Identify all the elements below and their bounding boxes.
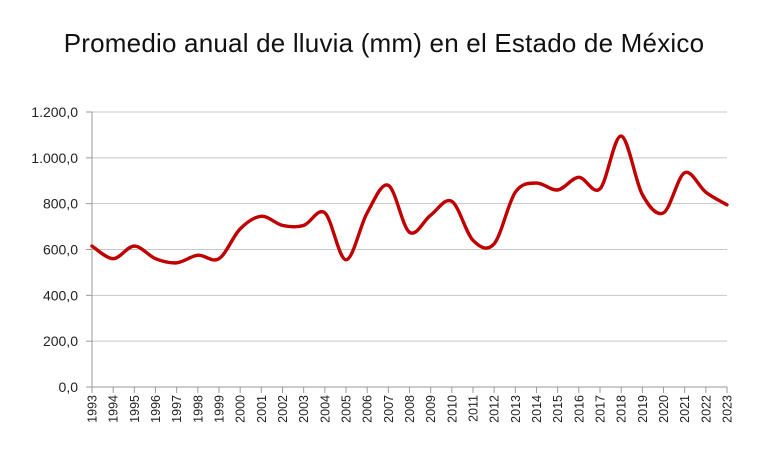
y-tick-label: 600,0	[43, 242, 78, 258]
x-tick-label: 2008	[403, 395, 417, 423]
x-tick-label: 1998	[191, 395, 205, 423]
x-tick-label: 1996	[149, 395, 163, 423]
x-tick-label: 2012	[488, 395, 502, 423]
x-tick-label: 2017	[594, 395, 608, 423]
x-tick-label: 1997	[170, 395, 184, 423]
x-tick-label: 2010	[445, 395, 459, 423]
x-tick-label: 2015	[551, 395, 565, 423]
x-tick-label: 2013	[509, 395, 523, 423]
x-tick-label: 2003	[297, 395, 311, 423]
x-tick-label: 2007	[382, 395, 396, 423]
x-tick-label: 1999	[213, 395, 227, 423]
x-tick-label: 2009	[424, 395, 438, 423]
x-tick-label: 2011	[467, 395, 481, 422]
chart-title: Promedio anual de lluvia (mm) en el Esta…	[63, 28, 705, 58]
x-tick-label: 2018	[615, 395, 629, 423]
x-tick-label: 2000	[234, 395, 248, 423]
x-tick-label: 2004	[318, 395, 332, 423]
y-tick-labels: 0,0 200,0 400,0 600,0 800,0 1.000,0 1.200,0	[31, 104, 78, 395]
y-tick-label: 400,0	[43, 287, 78, 303]
x-tick-label: 2020	[657, 395, 671, 423]
x-tick-label: 2023	[721, 395, 735, 423]
x-tick-label: 2021	[678, 395, 692, 423]
x-tick-label: 1993	[86, 395, 100, 423]
y-tick-label: 0,0	[59, 379, 79, 395]
grid-lines	[92, 111, 727, 342]
x-tick-label: 2006	[361, 395, 375, 423]
y-tick-label: 1.200,0	[31, 104, 78, 120]
axes	[86, 111, 728, 393]
x-tick-label: 2001	[255, 395, 269, 423]
x-tick-label: 1995	[128, 395, 142, 423]
series-line	[90, 134, 729, 265]
x-tick-label: 2016	[572, 395, 586, 423]
x-tick-label: 2019	[636, 395, 650, 423]
y-tick-label: 800,0	[43, 196, 78, 212]
y-tick-label: 200,0	[43, 333, 78, 349]
series	[90, 134, 729, 265]
y-tick-label: 1.000,0	[31, 150, 78, 166]
x-tick-label: 2005	[340, 395, 354, 423]
x-tick-label: 2014	[530, 395, 544, 423]
x-tick-label: 2022	[699, 395, 713, 423]
x-tick-labels: 1993 1994 1995 1996 1997 1998 1999 2000 2001 2002…	[86, 395, 735, 423]
x-tick-label: 2002	[276, 395, 290, 423]
x-tick-label: 1994	[107, 395, 121, 423]
